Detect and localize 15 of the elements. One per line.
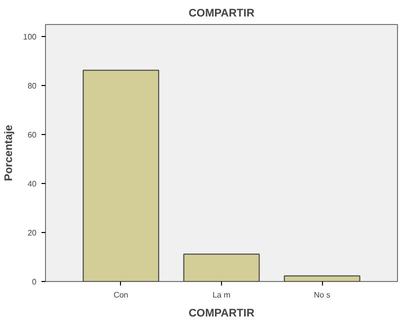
x-tick-label: La m: [212, 290, 231, 300]
x-axis-title: COMPARTIR: [188, 308, 254, 320]
y-tick-label: 20: [28, 228, 38, 238]
x-tick-label: No s: [314, 290, 330, 300]
bar: [284, 275, 360, 282]
bar: [183, 254, 260, 282]
y-tick-label: 100: [23, 32, 38, 42]
y-tick-label: 40: [28, 180, 38, 189]
x-tick-label: Con: [114, 290, 128, 300]
y-tick-label: 80: [28, 82, 38, 91]
y-axis-title: Porcentaje: [3, 124, 16, 182]
chart-title: COMPARTIR: [188, 8, 254, 20]
y-tick-label: 0: [32, 278, 38, 286]
bar: [82, 70, 160, 282]
y-tick-label: 60: [28, 130, 38, 140]
